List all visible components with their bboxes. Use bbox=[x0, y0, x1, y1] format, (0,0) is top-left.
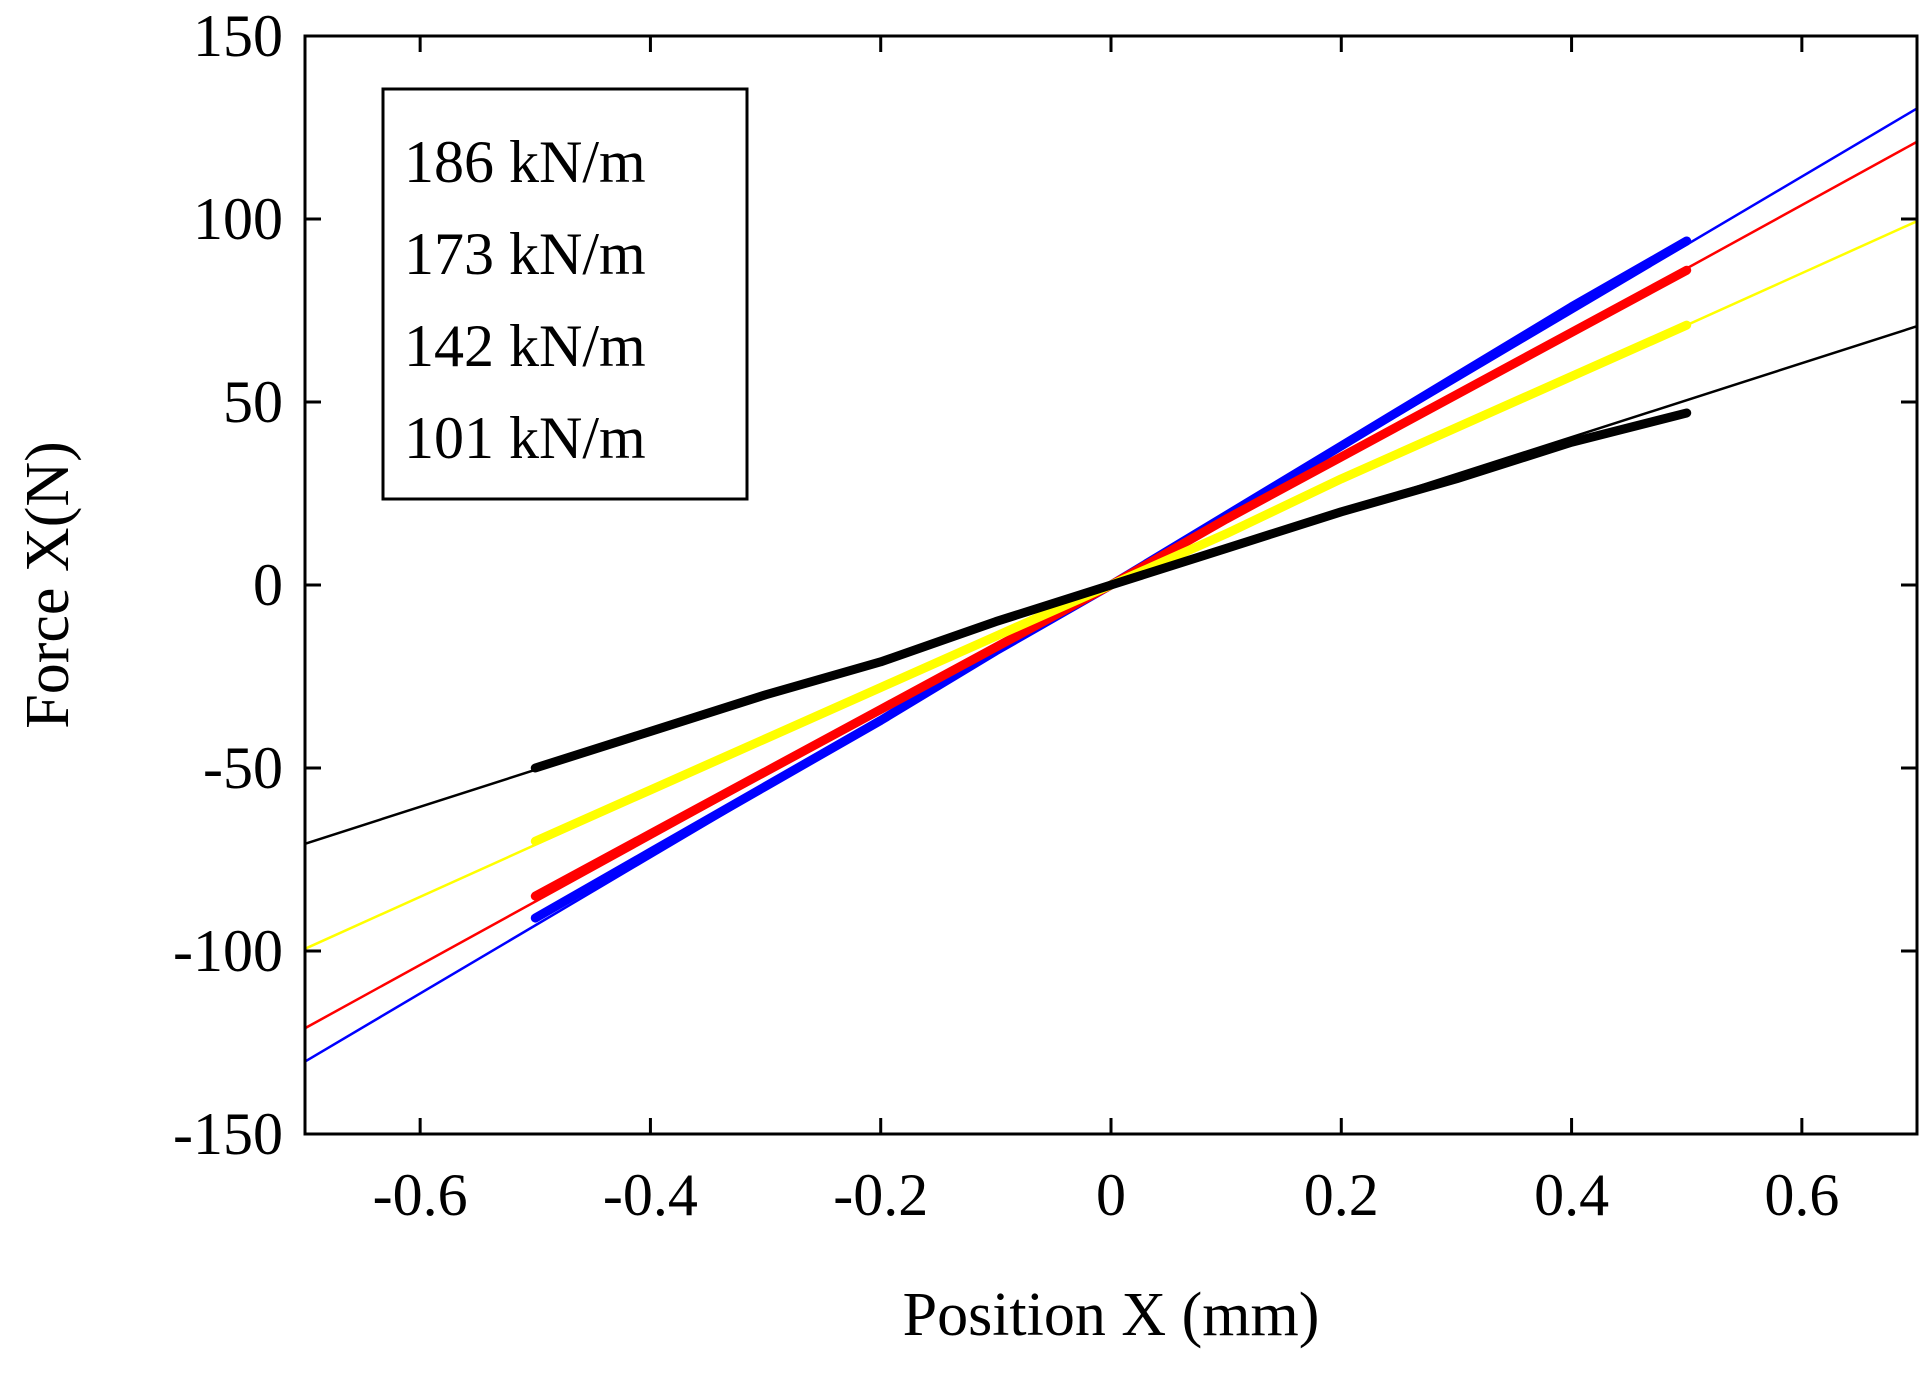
legend-entry-173: 173 kN/m bbox=[404, 221, 646, 287]
y-axis-ticks: 150 100 50 0 -50 -100 -150 bbox=[173, 3, 1917, 1167]
y-tick-label: -100 bbox=[173, 918, 283, 984]
y-tick-label: -50 bbox=[203, 735, 283, 801]
legend: 186 kN/m 173 kN/m 142 kN/m 101 kN/m bbox=[381, 87, 749, 501]
x-axis-ticks: -0.6 -0.4 -0.2 0 0.2 0.4 0.6 bbox=[373, 36, 1839, 1228]
y-tick-label: 0 bbox=[253, 552, 283, 618]
x-tick-label: 0 bbox=[1096, 1162, 1126, 1228]
y-tick-label: 150 bbox=[193, 3, 283, 69]
x-tick-label: -0.4 bbox=[603, 1162, 698, 1228]
legend-entry-101: 101 kN/m bbox=[404, 405, 646, 471]
x-axis-title: Position X (mm) bbox=[903, 1281, 1320, 1349]
legend-box bbox=[381, 87, 749, 501]
x-tick-label: 0.6 bbox=[1764, 1162, 1839, 1228]
x-tick-label: 0.4 bbox=[1534, 1162, 1609, 1228]
legend-entry-142: 142 kN/m bbox=[404, 313, 646, 379]
legend-entry-186: 186 kN/m bbox=[404, 129, 646, 195]
x-tick-label: -0.6 bbox=[373, 1162, 468, 1228]
y-tick-label: 100 bbox=[193, 186, 283, 252]
y-axis-title: Force X(N) bbox=[14, 441, 82, 729]
y-tick-label: -150 bbox=[173, 1101, 283, 1167]
measured-traces bbox=[530, 236, 1692, 923]
y-tick-label: 50 bbox=[223, 369, 283, 435]
measured-trace-3 bbox=[530, 408, 1692, 773]
x-tick-label: -0.2 bbox=[833, 1162, 928, 1228]
x-tick-label: 0.2 bbox=[1304, 1162, 1379, 1228]
